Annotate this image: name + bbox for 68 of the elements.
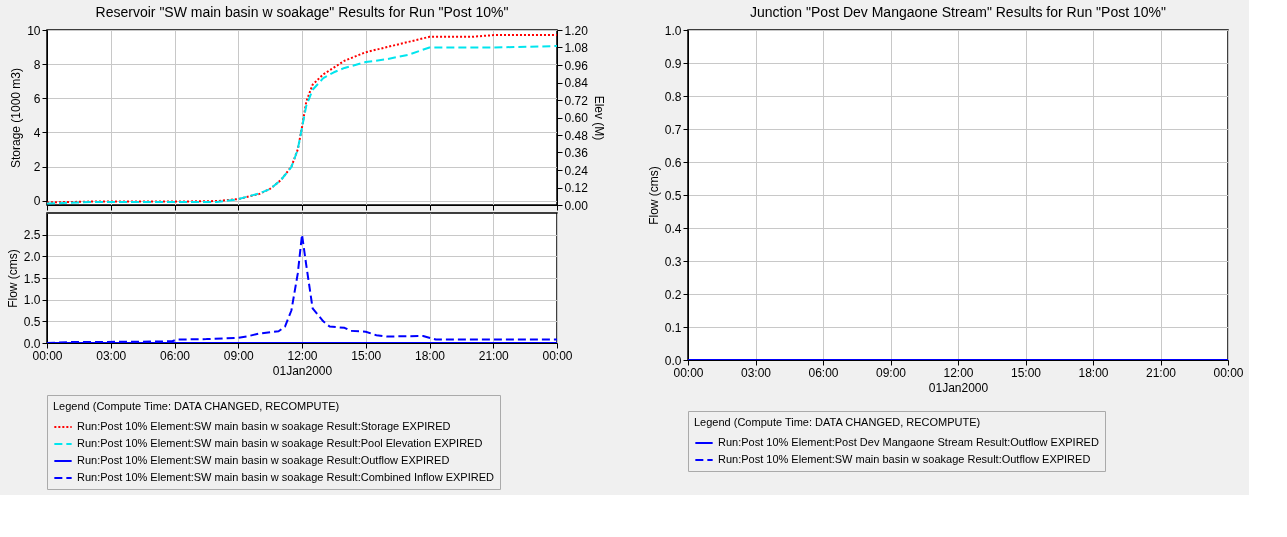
y-tick-label: 1.0 [664,23,682,38]
y-axis-title: Storage (1000 m3) [9,67,24,169]
y-tick-label: 4 [33,125,41,140]
x-tick-label: 12:00 [943,365,974,380]
x-tick-label: 15:00 [1010,365,1042,380]
x-tick-label: 12:00 [287,348,318,363]
legend-label: Run:Post 10% Element:SW main basin w soakage Result:Storage EXPIRED [77,420,451,432]
y-axis-title: Flow (cms) [646,166,661,225]
y-tick-label: 10 [27,23,41,38]
x-tick-label: 00:00 [542,348,573,363]
y-tick-label: 0.2 [664,287,682,302]
y-tick-label: 8 [33,57,41,72]
y-tick-label: 1.5 [23,271,41,286]
chart-title: Junction "Post Dev Mangaone Stream" Results for Run "Post 10%" [750,4,1167,20]
y-tick-label: 0.5 [23,314,41,329]
x-axis-title: 01Jan2000 [272,363,333,378]
y-tick-label: 0.3 [664,254,682,269]
y2-tick-label: 0.12 [564,181,589,195]
y2-tick-label: 0.96 [564,58,589,73]
y-tick-label: 0.0 [23,336,41,351]
x-tick-label: 18:00 [1078,365,1109,380]
y2-tick-label: 1.08 [564,41,589,55]
y2-tick-label: 0.00 [564,198,589,213]
x-axis-title: 01Jan2000 [928,380,989,395]
x-tick-label: 00:00 [673,365,704,380]
x-tick-label: 15:00 [351,348,382,363]
y-tick-label: 0.9 [664,56,682,71]
legend-label: Run:Post 10% Element:SW main basin w soakage Result:Outflow EXPIRED [718,453,1091,465]
y2-tick-label: 0.48 [564,128,589,143]
y2-tick-label: 1.20 [564,23,589,38]
legend-label: Run:Post 10% Element:SW main basin w soakage Result:Combined Inflow EXPIRED [77,471,495,483]
y2-tick-label: 0.60 [564,111,589,125]
x-tick-label: 00:00 [1213,365,1244,380]
x-tick-label: 06:00 [159,348,191,363]
y-tick-label: 0.0 [664,353,682,368]
x-tick-label: 06:00 [808,365,839,380]
x-tick-label: 21:00 [1145,365,1177,380]
y-axis-title: Flow (cms) [5,249,20,308]
y-tick-label: 1.0 [23,293,41,308]
y-tick-label: 6 [33,91,41,106]
x-tick-label: 21:00 [478,348,510,363]
legend-label: Run:Post 10% Element:SW main basin w soakage Result:Outflow EXPIRED [77,454,450,466]
chart-title: Reservoir "SW main basin w soakage" Results for Run "Post 10%" [95,4,509,20]
y2-tick-label: 0.72 [564,93,589,108]
y-tick-label: 2 [33,160,41,175]
x-tick-label: 09:00 [223,348,255,363]
x-tick-label: 09:00 [875,365,907,380]
legend-label: Run:Post 10% Element:SW main basin w soakage Result:Pool Elevation EXPIRED [77,437,483,449]
y-tick-label: 0.7 [664,122,682,137]
y-tick-label: 0.1 [664,320,682,335]
y-tick-label: 2.5 [23,228,41,243]
y2-tick-label: 0.36 [564,146,589,160]
y-tick-label: 0 [33,194,41,209]
x-tick-label: 00:00 [32,348,63,363]
y2-tick-label: 0.24 [564,163,589,178]
y-tick-label: 0.8 [664,89,682,104]
x-tick-label: 18:00 [414,348,446,363]
y-tick-label: 2.0 [23,249,41,264]
x-tick-label: 03:00 [740,365,772,380]
y-tick-label: 0.4 [664,221,682,236]
legend-title: Legend (Compute Time: DATA CHANGED, RECOMPUTE) [53,400,340,412]
x-tick-label: 03:00 [96,348,127,363]
legend-label: Run:Post 10% Element:Post Dev Mangaone Stream Result:Outflow EXPIRED [718,436,1099,448]
legend-title: Legend (Compute Time: DATA CHANGED, RECOMPUTE) [694,416,981,428]
y-tick-label: 0.5 [664,188,682,203]
y2-tick-label: 0.84 [564,76,589,90]
y2-axis-title: Elev (M) [591,95,606,141]
y-tick-label: 0.6 [664,155,682,170]
